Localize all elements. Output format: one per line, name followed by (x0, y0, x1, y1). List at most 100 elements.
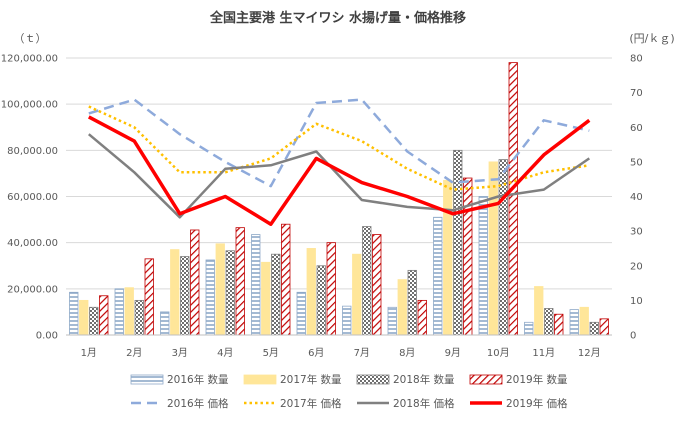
x-tick-label: 1月 (81, 347, 97, 359)
legend-label: 2017年 価格 (280, 397, 342, 410)
bar-4 (599, 318, 609, 336)
legend-swatch (243, 374, 277, 385)
bar-3 (316, 265, 326, 336)
bar-1 (433, 216, 443, 336)
bar-4 (372, 234, 382, 336)
bar-3 (225, 250, 235, 336)
bar-3 (453, 149, 463, 336)
x-tick-label: 10月 (487, 347, 510, 359)
bar-2 (488, 161, 498, 336)
bar-4 (190, 229, 200, 336)
gridlines (66, 57, 612, 290)
y2-axis-unit-label: (円/ｋｇ) (629, 32, 674, 45)
price-line-4 (87, 115, 591, 226)
bar-3 (362, 226, 372, 336)
bar-4 (417, 299, 427, 336)
bar-2 (397, 279, 407, 336)
bar-3 (271, 253, 281, 336)
bar-1 (296, 291, 306, 336)
legend-swatch (130, 374, 164, 385)
chart-title: 全国主要港 生マイワシ 水揚げ量・価格推移 (209, 10, 466, 26)
bar-4 (326, 242, 336, 336)
bar-3 (544, 308, 554, 336)
y-tick-label: 0.00 (36, 331, 58, 342)
y-tick-label: 120,000.00 (1, 54, 58, 65)
bar-1 (524, 321, 534, 336)
x-tick-label: 8月 (399, 347, 415, 359)
bar-1 (342, 305, 352, 336)
bar-2 (261, 261, 271, 336)
y-tick-label: 60,000.00 (7, 192, 58, 203)
legend-label: 2018年 価格 (393, 397, 455, 410)
y-tick-label: 40,000.00 (7, 238, 58, 249)
x-tick-label: 6月 (308, 347, 324, 359)
y2-tick-label: 30 (630, 227, 643, 238)
bar-3 (134, 299, 144, 336)
y-tick-label: 100,000.00 (1, 100, 58, 111)
bar-1 (387, 306, 397, 336)
y2-tick-label: 80 (630, 54, 643, 65)
bar-2 (352, 253, 362, 336)
bar-4 (463, 177, 473, 336)
y2-tick-label: 60 (630, 123, 643, 134)
bar-2 (579, 306, 589, 336)
bar-2 (170, 249, 180, 336)
y-axis-unit-label: （ｔ） (14, 32, 47, 45)
bar-1 (251, 234, 261, 336)
x-tick-label: 7月 (354, 347, 370, 359)
legend: 2016年 数量 2017年 数量 2018年 数量 2019年 数量 2016年 価格… (130, 373, 568, 410)
x-tick-label: 11月 (532, 347, 555, 359)
y2-tick-label: 0 (630, 331, 636, 342)
x-tick-label: 12月 (578, 347, 601, 359)
bar-3 (180, 256, 190, 336)
legend-label: 2017年 数量 (280, 373, 342, 386)
y-tick-label: 80,000.00 (7, 146, 58, 157)
bar-1 (114, 288, 124, 336)
bar-3 (89, 306, 99, 336)
y-tick-label: 20,000.00 (7, 284, 58, 295)
legend-label: 2016年 価格 (167, 397, 229, 410)
bar-series-group (69, 62, 609, 336)
bar-3 (407, 269, 417, 336)
price-line-1 (88, 98, 590, 188)
legend-label: 2018年 数量 (393, 373, 455, 386)
bar-3 (589, 321, 599, 336)
y2-tick-label: 70 (630, 88, 643, 99)
x-tick-label: 5月 (263, 347, 279, 359)
bar-1 (478, 196, 488, 336)
axes: 0.00 20,000.00 40,000.00 60,000.00 80,000.00… (1, 54, 643, 360)
y2-tick-label: 20 (630, 261, 643, 272)
x-tick-label: 2月 (126, 347, 142, 359)
bar-1 (160, 311, 170, 336)
bar-2 (79, 299, 89, 336)
legend-swatch (469, 374, 503, 385)
x-tick-label: 9月 (445, 347, 461, 359)
price-line-2 (88, 105, 590, 191)
bar-1 (569, 309, 579, 336)
legend-label: 2019年 数量 (506, 373, 568, 386)
x-tick-label: 4月 (217, 347, 233, 359)
bar-2 (124, 287, 134, 336)
x-tick-label: 3月 (172, 347, 188, 359)
bar-2 (215, 243, 225, 336)
bar-1 (205, 259, 215, 336)
bar-2 (534, 286, 544, 336)
legend-label: 2019年 価格 (506, 397, 568, 410)
bar-4 (144, 258, 154, 336)
bar-2 (443, 179, 453, 336)
bar-4 (281, 223, 291, 336)
bar-4 (554, 313, 564, 336)
bar-4 (508, 62, 518, 336)
legend-swatch (356, 374, 390, 385)
bar-4 (99, 295, 109, 336)
y2-tick-label: 10 (630, 296, 643, 307)
legend-label: 2016年 数量 (167, 373, 229, 386)
bar-2 (306, 248, 316, 336)
bar-4 (235, 227, 245, 336)
bar-1 (69, 291, 79, 336)
y2-tick-label: 40 (630, 192, 643, 203)
line-series-group (87, 98, 591, 226)
y2-tick-label: 50 (630, 157, 643, 168)
